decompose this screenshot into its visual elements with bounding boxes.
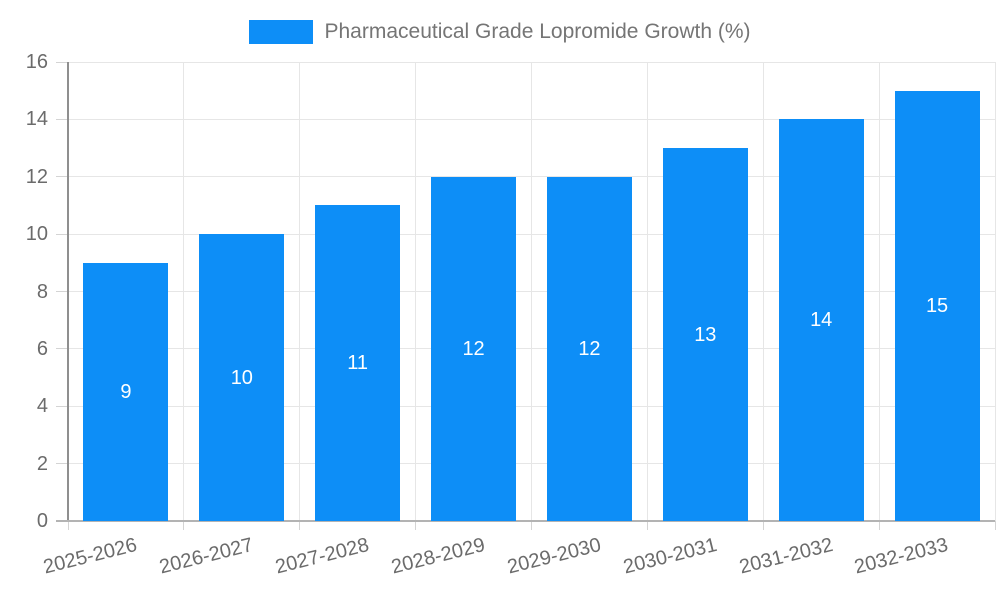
- x-axis-line: [56, 520, 995, 522]
- bar-value-label: 12: [462, 337, 485, 360]
- y-tick-label: 4: [36, 395, 48, 418]
- x-tick: [531, 521, 532, 530]
- x-gridline: [878, 62, 880, 521]
- x-tick: [415, 521, 417, 530]
- chart-legend[interactable]: Pharmaceutical Grade Lopromide Growth (%…: [0, 20, 1000, 44]
- y-tick-label: 0: [36, 510, 48, 532]
- y-tick: [56, 348, 68, 350]
- bar-value-label: 13: [694, 323, 717, 346]
- x-tick: [878, 521, 880, 530]
- x-tick: [299, 521, 301, 530]
- y-tick-label: 14: [25, 108, 48, 131]
- x-tick: [67, 521, 69, 530]
- y-tick-label: 16: [25, 51, 48, 73]
- x-tick-label: 2032-2033: [852, 533, 951, 579]
- x-tick-label: 2028-2029: [388, 533, 488, 579]
- x-tick: [994, 521, 996, 530]
- y-tick-label: 12: [25, 165, 48, 188]
- bar: [778, 119, 864, 521]
- y-tick: [56, 291, 68, 292]
- bar: [894, 90, 980, 521]
- x-tick-label: 2029-2030: [504, 533, 604, 579]
- legend-swatch: [249, 20, 314, 44]
- y-tick: [56, 61, 68, 63]
- bar-value-label: 10: [230, 366, 253, 389]
- bar-value-label: 14: [810, 309, 833, 332]
- y-tick-label: 10: [25, 223, 48, 246]
- x-tick-label: 2027-2028: [273, 533, 372, 579]
- y-tick: [56, 176, 68, 178]
- x-gridline: [415, 62, 417, 521]
- bar: [83, 262, 169, 521]
- x-tick-label: 2025-2026: [41, 533, 140, 579]
- x-gridline: [762, 62, 764, 521]
- x-gridline: [531, 62, 532, 521]
- bar: [431, 176, 517, 521]
- x-tick: [646, 521, 648, 530]
- x-tick-label: 2026-2027: [157, 533, 256, 579]
- x-tick: [183, 521, 185, 530]
- bar-value-label: 15: [925, 294, 949, 317]
- bar: [199, 234, 285, 521]
- y-tick: [56, 233, 68, 235]
- bar-value-label: 12: [578, 337, 601, 360]
- x-tick-label: 2030-2031: [620, 533, 719, 579]
- x-tick: [762, 521, 764, 530]
- y-tick-label: 8: [36, 280, 48, 303]
- y-tick-label: 2: [36, 452, 48, 475]
- legend-label: Pharmaceutical Grade Lopromide Growth (%…: [324, 20, 751, 43]
- bar: [315, 205, 401, 521]
- y-tick-label: 6: [36, 337, 48, 360]
- bar-value-label: 11: [347, 352, 369, 375]
- x-gridline: [183, 62, 185, 521]
- y-tick: [56, 463, 68, 465]
- y-tick: [56, 405, 68, 407]
- y-axis-line: [67, 62, 69, 521]
- x-gridline: [646, 62, 648, 521]
- bar: [546, 176, 632, 521]
- x-gridline: [994, 62, 996, 521]
- bar: [662, 148, 748, 521]
- x-gridline: [299, 62, 301, 521]
- y-tick: [56, 118, 68, 120]
- bar-value-label: 9: [120, 380, 132, 403]
- x-tick-label: 2031-2032: [736, 533, 835, 579]
